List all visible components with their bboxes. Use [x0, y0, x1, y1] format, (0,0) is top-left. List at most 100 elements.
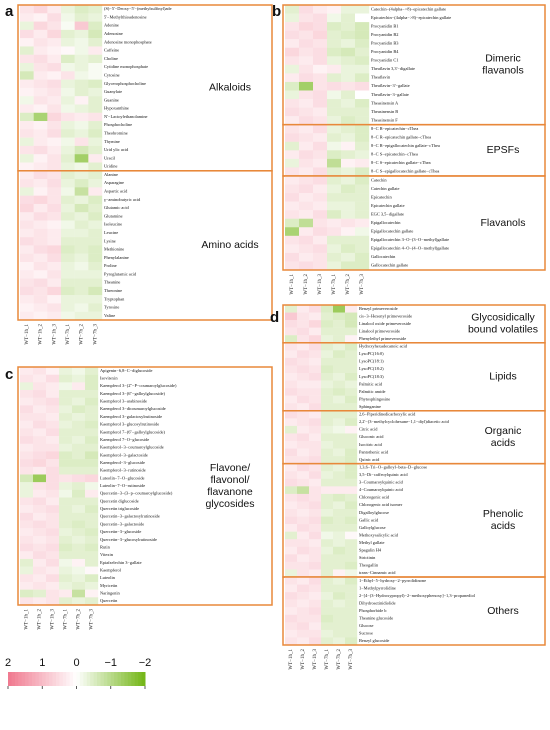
row-label: Procyanidin B2	[371, 32, 398, 37]
heatmap-cell	[313, 252, 328, 262]
group-name: glycosides	[205, 498, 254, 510]
row-label: 8−C S−epicatechin gallate−cThea	[371, 160, 431, 165]
heatmap-cell	[33, 162, 48, 171]
row-label: Adenosine	[104, 31, 123, 36]
column-label: WT−7h_2	[80, 324, 85, 345]
heatmap-cell	[46, 436, 60, 444]
heatmap-cell	[72, 405, 86, 414]
group-name: Organic	[485, 425, 522, 437]
heatmap-cell	[327, 210, 342, 219]
heatmap-cell	[313, 5, 328, 14]
heatmap-cell	[309, 357, 322, 366]
heatmap-cell	[321, 622, 334, 631]
column-label: WT−1h_1	[25, 609, 30, 630]
heatmap-cell	[46, 474, 60, 483]
heatmap-cell	[327, 252, 342, 262]
heatmap-cell	[285, 107, 300, 117]
heatmap-cell	[74, 145, 89, 155]
heatmap-cell	[333, 554, 346, 563]
heatmap-cell	[313, 73, 328, 83]
panel-letter: d	[270, 309, 279, 326]
heatmap-cell	[297, 441, 310, 449]
heatmap-cell	[285, 141, 300, 151]
row-label: Chlorogenic acid isomer	[359, 502, 403, 507]
heatmap-cell	[47, 79, 62, 89]
heatmap-cell	[333, 403, 346, 411]
row-label: Quercetin−3−galactoside	[100, 521, 144, 526]
heatmap-cell	[309, 327, 322, 336]
row-label: Methoxysalicylic acid	[359, 532, 399, 537]
heatmap-cell	[46, 574, 60, 583]
heatmap-cell	[299, 158, 314, 168]
row-label: Glycerophosphocholine	[104, 81, 146, 86]
heatmap-cell	[309, 629, 322, 638]
heatmap-cell	[20, 245, 34, 254]
group-name: bound volatiles	[468, 324, 538, 336]
heatmap-cell	[46, 512, 60, 521]
heatmap-cell	[47, 13, 62, 22]
heatmap-cell	[341, 184, 356, 194]
heatmap-cell	[33, 121, 48, 130]
heatmap-cell	[59, 390, 73, 398]
heatmap-cell	[285, 201, 300, 211]
row-label: Guanylate	[104, 89, 122, 94]
heatmap-cell	[297, 365, 310, 374]
heatmap-cell	[33, 474, 47, 483]
heatmap-cell	[33, 413, 47, 421]
heatmap-cell	[297, 478, 310, 487]
heatmap-cell	[321, 584, 334, 593]
heatmap-cell	[85, 597, 99, 606]
row-label: Methionine	[104, 247, 124, 252]
heatmap-cell	[61, 145, 75, 155]
heatmap-cell	[327, 227, 342, 237]
heatmap-cell	[33, 367, 47, 375]
heatmap-cell	[345, 524, 358, 532]
heatmap-cell	[85, 489, 99, 498]
heatmap-cell	[333, 350, 346, 359]
colorbar-segment	[66, 672, 71, 686]
row-label: Quercetin diglucoside	[100, 498, 139, 503]
heatmap-cell	[327, 56, 342, 66]
group-box	[17, 170, 273, 321]
heatmap-cell	[297, 448, 310, 457]
heatmap-cell	[285, 486, 298, 495]
group-box	[282, 576, 546, 646]
heatmap-cell	[309, 320, 322, 328]
heatmap-cell	[355, 193, 370, 202]
row-label: Kaempferol 7−(6''−galloylglucoside)	[100, 429, 165, 434]
heatmap-cell	[299, 13, 314, 23]
heatmap-cell	[285, 90, 300, 100]
heatmap-cell	[321, 350, 334, 359]
row-label: Naringenin	[100, 590, 121, 595]
heatmap-cell	[59, 466, 73, 475]
heatmap-cell	[20, 154, 34, 163]
heatmap-cell	[309, 592, 322, 600]
colorbar-segment	[127, 672, 132, 686]
heatmap-cell	[345, 448, 358, 457]
heatmap-cell	[74, 270, 89, 279]
heatmap-cell	[88, 154, 103, 163]
column-label: WT−1h_3	[51, 609, 56, 630]
row-label: Luteolin−7−O−rutinoside	[100, 483, 145, 488]
heatmap-cell	[72, 474, 86, 483]
heatmap-cell	[85, 566, 99, 575]
heatmap-cell	[33, 303, 48, 312]
heatmap-cell	[313, 261, 328, 271]
row-label: Epigallocatechin gallate	[371, 229, 413, 234]
heatmap-cell	[33, 581, 47, 590]
heatmap-cell	[61, 137, 75, 147]
heatmap-cell	[285, 418, 298, 427]
row-label: 2−[4−(3−Hydroxypropyl)−2−methoxyphenoxy]…	[359, 593, 476, 599]
heatmap-cell	[33, 104, 48, 113]
heatmap-cell	[345, 629, 358, 638]
row-label: Theaflavin 3,3'−digallate	[371, 66, 415, 72]
heatmap-cell	[61, 278, 75, 288]
heatmap-cell	[341, 133, 356, 142]
heatmap-cell	[285, 395, 298, 404]
heatmap-cell	[20, 112, 34, 122]
heatmap-cell	[341, 261, 356, 271]
heatmap-cell	[20, 145, 34, 155]
heatmap-cell	[74, 54, 89, 64]
heatmap-cell	[74, 129, 89, 138]
